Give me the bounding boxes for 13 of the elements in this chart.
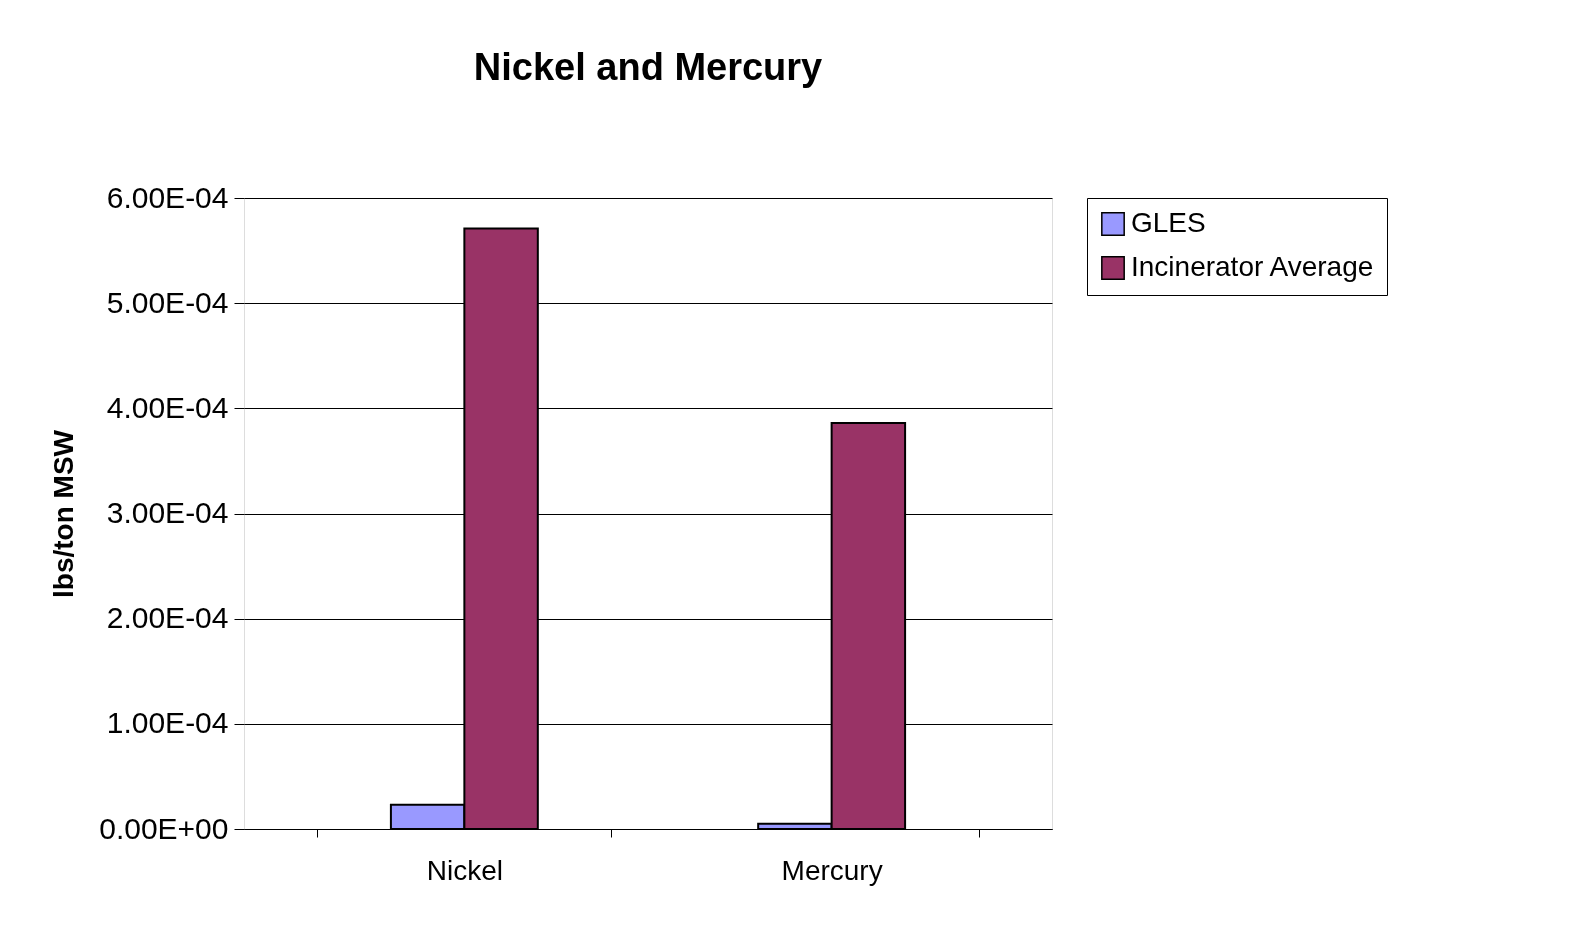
chart-title: Nickel and Mercury [473, 46, 823, 88]
y-tick-label: 3.00E-04 [106, 496, 229, 529]
y-tick-label: 5.00E-04 [106, 285, 229, 319]
y-axis-title: lbs/ton MSW [48, 429, 80, 598]
legend-label: GLES [1131, 207, 1206, 238]
y-tick-label: 6.00E-04 [106, 180, 229, 214]
y-tick-label: 4.00E-04 [106, 390, 229, 424]
x-tick-label: Mercury [781, 854, 883, 886]
y-tick-label: 2.00E-04 [106, 601, 229, 635]
x-tick-label: Nickel [426, 854, 503, 886]
y-tick-label: 1.00E-04 [106, 706, 229, 740]
legend-label: Incinerator Average [1131, 251, 1374, 282]
y-tick-label: 0.00E+00 [99, 811, 229, 845]
